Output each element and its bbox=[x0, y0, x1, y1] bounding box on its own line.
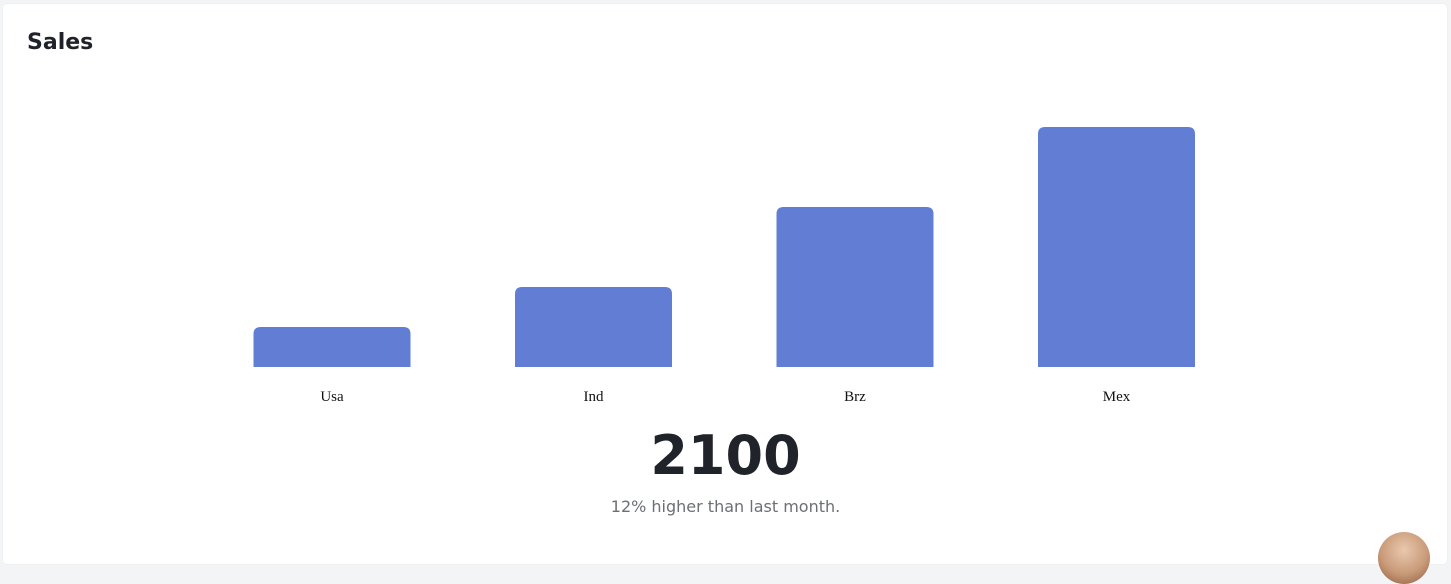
x-tick-labels: Usa Ind Brz Mex bbox=[320, 389, 1130, 405]
bars-group bbox=[253, 127, 1195, 367]
bar-ind[interactable] bbox=[515, 287, 672, 367]
card-title: Sales bbox=[27, 30, 94, 55]
total-sales-value: 2100 bbox=[650, 424, 801, 487]
bar-brz[interactable] bbox=[776, 207, 934, 367]
x-tick-label-mex: Mex bbox=[1103, 389, 1131, 405]
x-tick-label-usa: Usa bbox=[320, 389, 344, 405]
sales-comparison-caption: 12% higher than last month. bbox=[610, 497, 841, 516]
x-tick-label-ind: Ind bbox=[584, 389, 604, 405]
sales-bar-chart: Usa Ind Brz Mex bbox=[253, 127, 1195, 405]
bar-usa[interactable] bbox=[253, 327, 411, 367]
x-tick-label-brz: Brz bbox=[844, 389, 866, 405]
bar-mex[interactable] bbox=[1038, 127, 1195, 367]
sales-card: Sales bbox=[3, 4, 1447, 564]
